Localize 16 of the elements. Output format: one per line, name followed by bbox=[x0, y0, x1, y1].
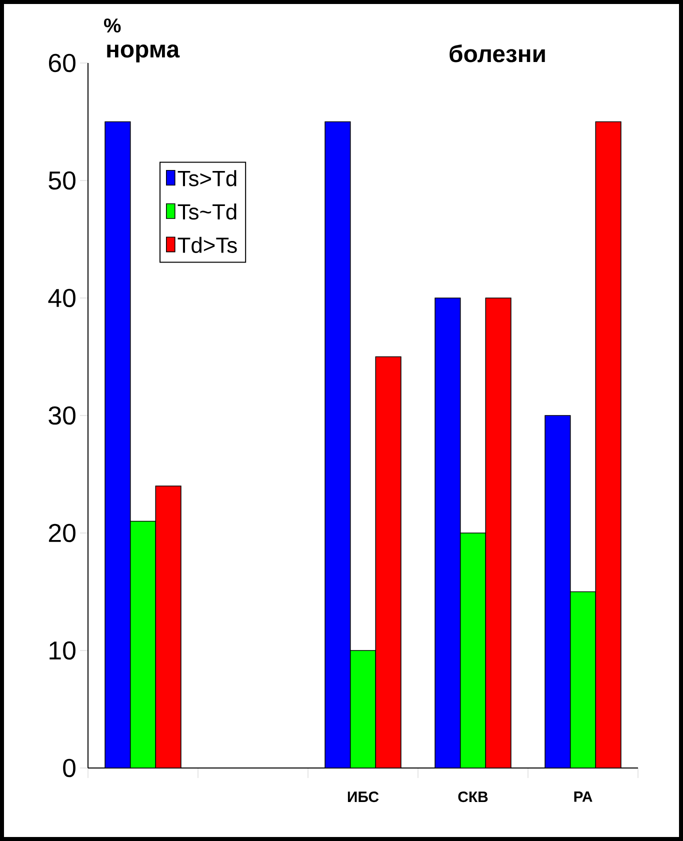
x-tick-label: ИБС bbox=[348, 792, 379, 802]
x-tick-label: РА bbox=[574, 792, 592, 802]
y-tick-label: 10 bbox=[50, 641, 76, 660]
y-tick-label: 40 bbox=[48, 288, 76, 308]
y-tick-label: 60 bbox=[48, 54, 76, 72]
text: норма bbox=[107, 44, 180, 62]
y-axis-title: % bbox=[104, 18, 121, 33]
y-tick-label: 0 bbox=[63, 758, 76, 778]
legend-label: Td>Ts bbox=[178, 236, 237, 254]
legend-label: Ts>Td bbox=[178, 170, 236, 186]
y-tick-label: 20 bbox=[48, 524, 76, 542]
text: болезни bbox=[450, 44, 545, 62]
y-tick-label: 50 bbox=[48, 171, 76, 190]
y-tick-label: 30 bbox=[48, 406, 76, 425]
legend-label: Ts~Td bbox=[178, 204, 236, 220]
x-tick-label: СКВ bbox=[458, 792, 488, 802]
